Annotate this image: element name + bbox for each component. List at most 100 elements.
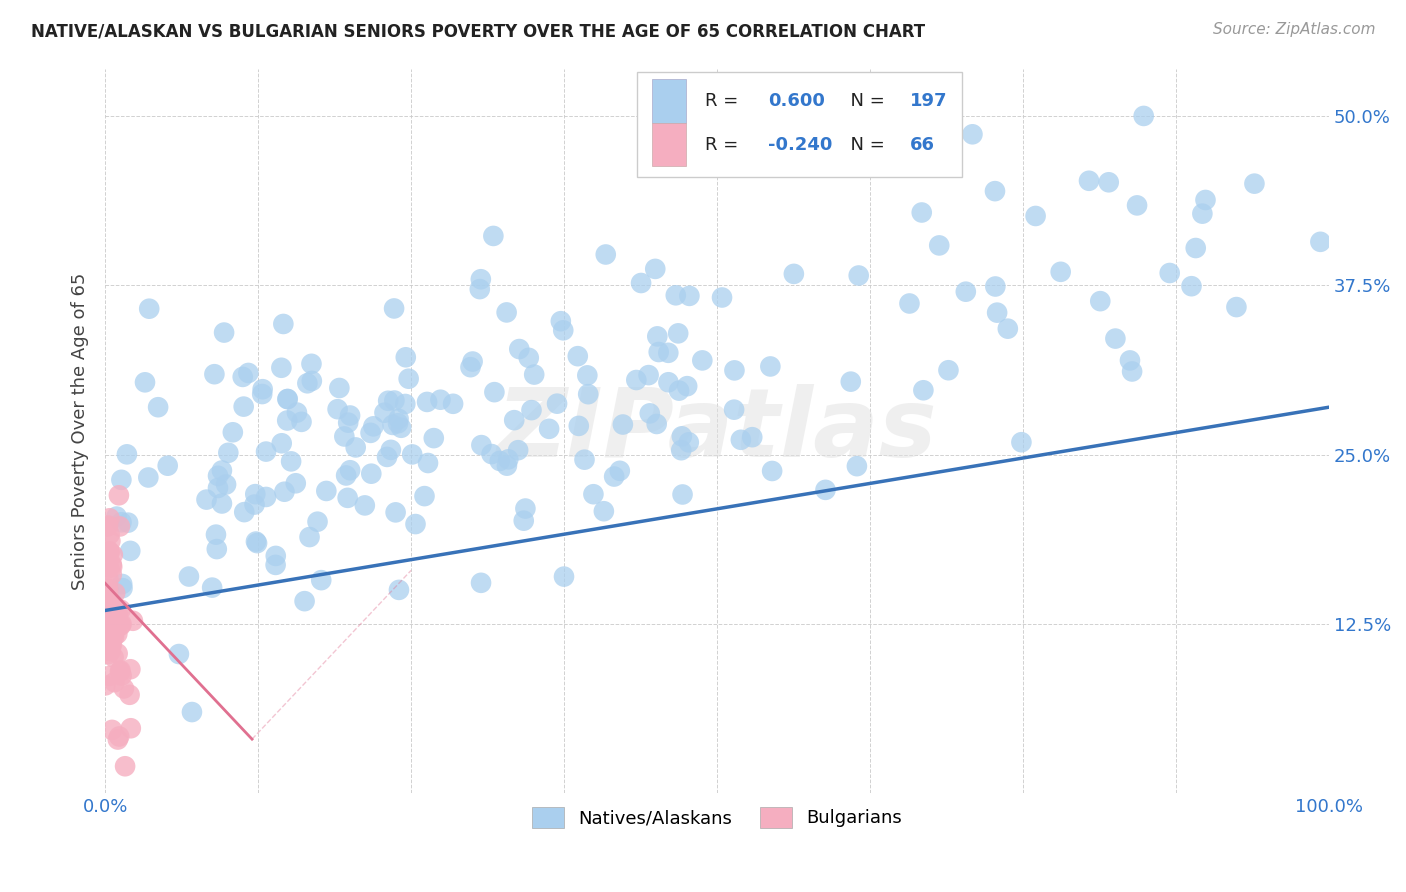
Point: [246, 536, 269, 550]
Point: [503, 413, 526, 427]
Point: [108, 665, 131, 679]
Point: [482, 229, 505, 244]
Point: [122, 614, 145, 628]
Text: ZIPatlas: ZIPatlas: [496, 384, 938, 477]
Point: [101, 559, 124, 574]
Text: NATIVE/ALASKAN VS BULGARIAN SENIORS POVERTY OVER THE AGE OF 65 CORRELATION CHART: NATIVE/ALASKAN VS BULGARIAN SENIORS POVE…: [31, 22, 925, 40]
FancyBboxPatch shape: [652, 123, 686, 167]
Point: [381, 417, 404, 432]
Point: [676, 379, 699, 393]
Point: [232, 370, 254, 384]
Point: [484, 385, 506, 400]
FancyBboxPatch shape: [637, 72, 962, 178]
Legend: Natives/Alaskans, Bulgarians: Natives/Alaskans, Bulgarians: [524, 800, 910, 835]
Point: [254, 444, 277, 458]
Point: [1010, 435, 1032, 450]
Point: [783, 267, 806, 281]
Point: [898, 296, 921, 310]
Point: [101, 605, 124, 619]
Point: [574, 452, 596, 467]
Point: [277, 392, 299, 406]
Point: [276, 413, 298, 427]
Point: [156, 458, 179, 473]
Point: [845, 459, 868, 474]
Point: [668, 384, 690, 398]
Point: [97, 573, 120, 587]
Point: [665, 288, 688, 302]
Point: [711, 291, 734, 305]
Point: [195, 492, 218, 507]
Point: [1180, 279, 1202, 293]
Point: [398, 372, 420, 386]
Point: [181, 705, 204, 719]
Point: [839, 375, 862, 389]
Point: [201, 581, 224, 595]
Point: [120, 544, 142, 558]
Text: -0.240: -0.240: [768, 136, 832, 153]
Point: [1194, 193, 1216, 207]
Point: [107, 647, 129, 661]
Point: [626, 373, 648, 387]
Point: [245, 534, 267, 549]
Point: [395, 351, 418, 365]
Point: [110, 664, 132, 678]
Point: [375, 450, 398, 464]
Point: [678, 289, 700, 303]
Point: [297, 376, 319, 391]
Point: [986, 306, 1008, 320]
Point: [243, 498, 266, 512]
Point: [928, 238, 950, 252]
Point: [645, 329, 668, 343]
Point: [461, 354, 484, 368]
Point: [337, 416, 360, 430]
Point: [441, 397, 464, 411]
Point: [723, 402, 745, 417]
Point: [117, 516, 139, 530]
Text: 197: 197: [910, 92, 948, 110]
Point: [1090, 294, 1112, 309]
Point: [115, 447, 138, 461]
Point: [100, 644, 122, 658]
Point: [997, 321, 1019, 335]
Point: [285, 406, 308, 420]
Point: [97, 630, 120, 644]
Point: [335, 468, 357, 483]
Point: [101, 567, 124, 582]
Point: [205, 542, 228, 557]
Point: [245, 487, 267, 501]
Point: [264, 549, 287, 563]
Point: [96, 637, 118, 651]
Point: [955, 285, 977, 299]
Point: [741, 430, 763, 444]
Point: [105, 627, 128, 641]
Point: [110, 603, 132, 617]
Point: [938, 363, 960, 377]
Point: [207, 481, 229, 495]
Point: [104, 586, 127, 600]
Point: [523, 368, 546, 382]
Point: [111, 577, 134, 591]
Point: [603, 469, 626, 483]
Point: [134, 376, 156, 390]
Point: [101, 548, 124, 562]
Text: Source: ZipAtlas.com: Source: ZipAtlas.com: [1212, 22, 1375, 37]
Point: [1184, 241, 1206, 255]
Point: [470, 272, 492, 286]
Point: [962, 128, 984, 142]
Point: [326, 402, 349, 417]
Point: [98, 544, 121, 558]
Point: [515, 501, 537, 516]
Point: [298, 530, 321, 544]
Point: [1104, 332, 1126, 346]
Point: [110, 618, 132, 632]
Point: [120, 662, 142, 676]
Point: [97, 610, 120, 624]
Point: [232, 400, 254, 414]
Point: [103, 627, 125, 641]
Point: [167, 647, 190, 661]
Point: [105, 606, 128, 620]
Point: [97, 582, 120, 596]
Point: [538, 422, 561, 436]
Point: [254, 490, 277, 504]
Point: [387, 412, 409, 426]
